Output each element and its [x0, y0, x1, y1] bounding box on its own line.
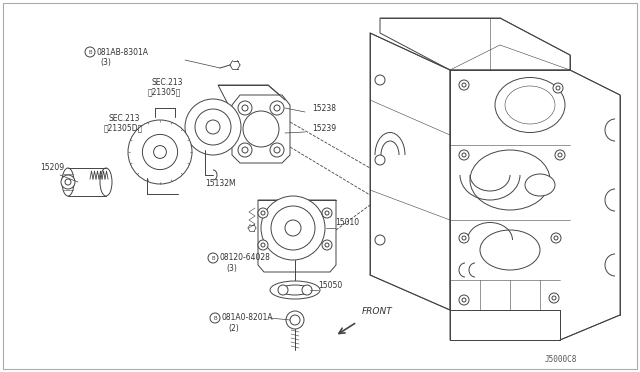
Circle shape [459, 80, 469, 90]
Circle shape [553, 83, 563, 93]
Circle shape [302, 285, 312, 295]
Circle shape [556, 86, 560, 90]
Text: B: B [88, 49, 92, 55]
Text: (2): (2) [228, 324, 239, 333]
Circle shape [242, 105, 248, 111]
Circle shape [285, 220, 301, 236]
Text: 15239: 15239 [312, 124, 336, 132]
Ellipse shape [100, 168, 112, 196]
Circle shape [238, 101, 252, 115]
Text: 081AB-8301A: 081AB-8301A [96, 48, 148, 57]
Text: J5000C8: J5000C8 [545, 356, 577, 365]
Circle shape [322, 208, 332, 218]
Circle shape [375, 75, 385, 85]
Circle shape [286, 311, 304, 329]
Circle shape [375, 155, 385, 165]
Circle shape [261, 196, 325, 260]
Polygon shape [450, 70, 620, 340]
Circle shape [274, 147, 280, 153]
Ellipse shape [270, 281, 320, 299]
Text: B: B [213, 315, 217, 321]
Circle shape [325, 211, 329, 215]
Circle shape [554, 236, 558, 240]
Text: 15209: 15209 [40, 163, 64, 171]
Polygon shape [258, 200, 336, 272]
Circle shape [242, 147, 248, 153]
Ellipse shape [525, 174, 555, 196]
Text: SEC.213: SEC.213 [152, 77, 184, 87]
Polygon shape [370, 33, 450, 310]
Ellipse shape [470, 150, 550, 210]
Circle shape [85, 47, 95, 57]
Circle shape [208, 253, 218, 263]
Circle shape [459, 150, 469, 160]
Circle shape [325, 243, 329, 247]
Circle shape [143, 134, 178, 170]
Circle shape [549, 293, 559, 303]
Circle shape [462, 153, 466, 157]
Ellipse shape [495, 77, 565, 132]
Circle shape [462, 83, 466, 87]
Circle shape [65, 179, 71, 185]
Text: (3): (3) [226, 263, 237, 273]
Circle shape [278, 285, 288, 295]
Circle shape [258, 208, 268, 218]
Circle shape [462, 236, 466, 240]
Circle shape [195, 109, 231, 145]
Text: 15238: 15238 [312, 103, 336, 112]
Circle shape [258, 240, 268, 250]
Circle shape [290, 315, 300, 325]
Circle shape [552, 296, 556, 300]
Circle shape [261, 243, 265, 247]
Circle shape [128, 120, 192, 184]
Circle shape [558, 153, 562, 157]
Circle shape [238, 143, 252, 157]
Circle shape [185, 99, 241, 155]
Text: B: B [211, 256, 215, 260]
Text: 21305D: 21305D [104, 124, 143, 132]
Ellipse shape [505, 86, 555, 124]
Text: 08120-64028: 08120-64028 [219, 253, 270, 263]
Circle shape [270, 143, 284, 157]
Circle shape [459, 295, 469, 305]
Circle shape [375, 235, 385, 245]
Circle shape [551, 233, 561, 243]
Text: FRONT: FRONT [362, 308, 393, 317]
Text: 15132M: 15132M [205, 179, 236, 187]
Circle shape [243, 111, 279, 147]
Circle shape [555, 150, 565, 160]
Polygon shape [218, 85, 285, 108]
Circle shape [61, 175, 75, 189]
Polygon shape [450, 310, 560, 340]
Circle shape [210, 313, 220, 323]
Text: 15010: 15010 [335, 218, 359, 227]
Circle shape [274, 105, 280, 111]
Circle shape [261, 211, 265, 215]
Circle shape [270, 101, 284, 115]
Ellipse shape [62, 168, 74, 196]
Polygon shape [380, 18, 570, 70]
Circle shape [154, 145, 166, 158]
Text: 21305: 21305 [148, 87, 181, 96]
Text: 15050: 15050 [318, 280, 342, 289]
Ellipse shape [480, 230, 540, 270]
Text: SEC.213: SEC.213 [108, 113, 140, 122]
Circle shape [271, 206, 315, 250]
Circle shape [322, 240, 332, 250]
Circle shape [206, 120, 220, 134]
Circle shape [459, 233, 469, 243]
Polygon shape [232, 95, 290, 163]
Ellipse shape [280, 285, 310, 295]
Text: 081A0-8201A: 081A0-8201A [221, 314, 273, 323]
Text: (3): (3) [100, 58, 111, 67]
Circle shape [462, 298, 466, 302]
